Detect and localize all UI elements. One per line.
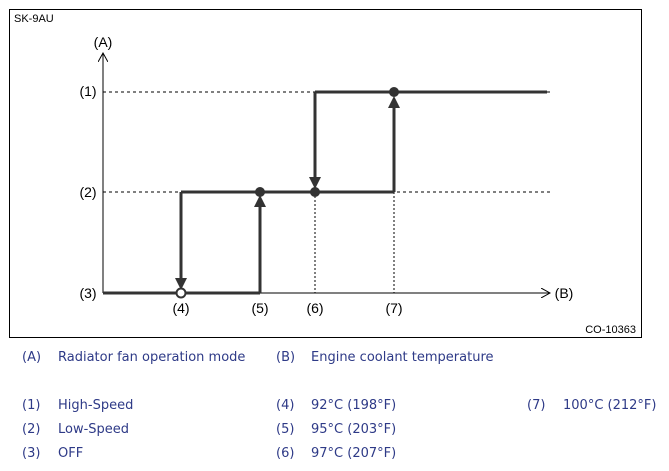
arrow-down-low (309, 177, 321, 189)
legend-key-3: (3) (22, 446, 41, 461)
switch-point-97c (310, 187, 320, 197)
switch-point-100c (389, 87, 399, 97)
legend-key-1: (1) (22, 398, 41, 413)
diagram-svg: SK-9AU CO-10363 (A) (B) (1) (2) (3) (4) … (14, 13, 636, 336)
legend-key-4: (4) (276, 398, 295, 413)
x-tick-100c: (7) (385, 300, 402, 316)
legend-key-6: (6) (276, 446, 295, 461)
x-tick-95c: (5) (251, 300, 268, 316)
legend: (A) Radiator fan operation mode (B) Engi… (0, 340, 669, 471)
legend-key-7: (7) (527, 398, 546, 413)
arrow-down-off (175, 278, 187, 290)
legend-text-b: Engine coolant temperature (311, 350, 494, 365)
control-path (103, 90, 547, 295)
legend-text-4: 92°C (198°F) (311, 398, 397, 413)
legend-text-1: High-Speed (58, 398, 134, 413)
x-tick-92c: (4) (172, 300, 189, 316)
arrow-up-high (388, 96, 400, 108)
figure-code: CO-10363 (585, 324, 636, 336)
y-tick-high: (1) (79, 83, 96, 99)
y-tick-low: (2) (79, 184, 96, 200)
switch-point-92c (175, 287, 187, 299)
legend-key-b: (B) (276, 350, 296, 365)
legend-key-a: (A) (22, 350, 42, 365)
fan-control-diagram: SK-9AU CO-10363 (A) (B) (1) (2) (3) (4) … (9, 9, 642, 338)
y-tick-off: (3) (79, 285, 96, 301)
y-axis-label: (A) (94, 34, 113, 50)
x-tick-97c: (6) (306, 300, 323, 316)
legend-text-a: Radiator fan operation mode (58, 350, 246, 365)
legend-text-2: Low-Speed (58, 422, 130, 437)
legend-text-7: 100°C (212°F) (563, 398, 657, 413)
legend-key-5: (5) (276, 422, 295, 437)
legend-key-2: (2) (22, 422, 41, 437)
legend-text-5: 95°C (203°F) (311, 422, 397, 437)
x-axis-label: (B) (555, 285, 574, 301)
arrow-up-low (254, 195, 266, 207)
switch-point-95c (255, 187, 265, 197)
model-label: SK-9AU (14, 13, 54, 25)
legend-text-6: 97°C (207°F) (311, 446, 397, 461)
legend-text-3: OFF (58, 446, 84, 461)
